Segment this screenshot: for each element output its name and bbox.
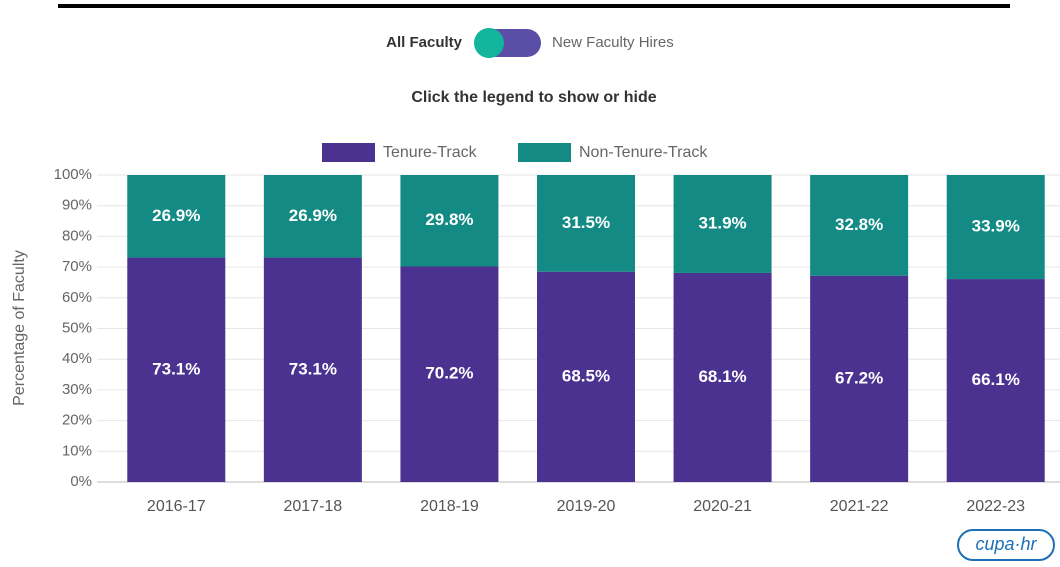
bar-segment bbox=[673, 175, 772, 273]
data-label: 31.5% bbox=[562, 213, 610, 232]
bar-segment bbox=[127, 175, 226, 258]
bar-segment bbox=[400, 175, 499, 267]
bar-segment bbox=[400, 266, 499, 482]
x-tick-label: 2018-19 bbox=[420, 498, 479, 515]
y-tick-label: 90% bbox=[62, 197, 92, 214]
y-tick-label: 60% bbox=[62, 289, 92, 306]
legend-label: Tenure-Track bbox=[383, 144, 478, 161]
toggle-knob bbox=[474, 28, 504, 58]
y-tick-label: 10% bbox=[62, 442, 92, 459]
toggle-right-label: New Faculty Hires bbox=[552, 34, 674, 51]
bar-segment bbox=[946, 279, 1045, 482]
logo-frame bbox=[957, 529, 1055, 561]
legend-item[interactable]: Tenure-Track bbox=[322, 143, 478, 162]
y-axis-label: Percentage of Faculty bbox=[11, 250, 28, 406]
chart-subtitle: Click the legend to show or hide bbox=[411, 89, 656, 106]
bar-segment bbox=[537, 271, 635, 482]
x-tick-label: 2019-20 bbox=[557, 498, 616, 515]
toggle-left-label: All Faculty bbox=[386, 34, 463, 51]
bar-segment bbox=[537, 175, 635, 272]
data-label: 66.1% bbox=[972, 370, 1020, 389]
x-tick-label: 2016-17 bbox=[147, 498, 206, 515]
y-tick-label: 50% bbox=[62, 319, 92, 336]
legend-swatch bbox=[322, 143, 375, 162]
bar-segment bbox=[673, 272, 772, 482]
bar-segment bbox=[263, 175, 362, 258]
data-label: 32.8% bbox=[835, 215, 883, 234]
x-tick-label: 2021-22 bbox=[830, 498, 889, 515]
x-tick-label: 2017-18 bbox=[283, 498, 342, 515]
legend-label: Non-Tenure-Track bbox=[579, 144, 708, 161]
y-tick-label: 80% bbox=[62, 227, 92, 244]
data-label: 70.2% bbox=[425, 364, 473, 383]
data-label: 26.9% bbox=[152, 206, 200, 225]
bar-segment bbox=[946, 175, 1045, 280]
data-label: 68.5% bbox=[562, 366, 610, 385]
data-label: 26.9% bbox=[289, 206, 337, 225]
y-tick-label: 70% bbox=[62, 258, 92, 275]
y-tick-label: 0% bbox=[70, 473, 92, 490]
logo: cupa·hr bbox=[957, 529, 1055, 561]
legend-swatch bbox=[518, 143, 571, 162]
x-tick-label: 2022-23 bbox=[966, 498, 1025, 515]
x-tick-label: 2020-21 bbox=[693, 498, 752, 515]
toggle[interactable]: All Faculty New Faculty Hires bbox=[386, 28, 674, 58]
data-label: 29.8% bbox=[425, 210, 473, 229]
data-label: 73.1% bbox=[289, 359, 337, 378]
bar-segment bbox=[127, 257, 226, 482]
data-label: 73.1% bbox=[152, 359, 200, 378]
legend-item[interactable]: Non-Tenure-Track bbox=[518, 143, 708, 162]
top-rule bbox=[58, 4, 1010, 8]
data-label: 31.9% bbox=[698, 213, 746, 232]
y-tick-label: 20% bbox=[62, 412, 92, 429]
data-label: 67.2% bbox=[835, 368, 883, 387]
bar-segment bbox=[810, 275, 909, 482]
y-tick-label: 100% bbox=[54, 166, 92, 183]
bar-segment bbox=[263, 257, 362, 482]
data-label: 33.9% bbox=[972, 217, 1020, 236]
y-tick-label: 40% bbox=[62, 350, 92, 367]
data-label: 68.1% bbox=[698, 367, 746, 386]
logo-text: cupa·hr bbox=[975, 534, 1037, 554]
bar-segment bbox=[810, 175, 909, 276]
y-tick-label: 30% bbox=[62, 381, 92, 398]
